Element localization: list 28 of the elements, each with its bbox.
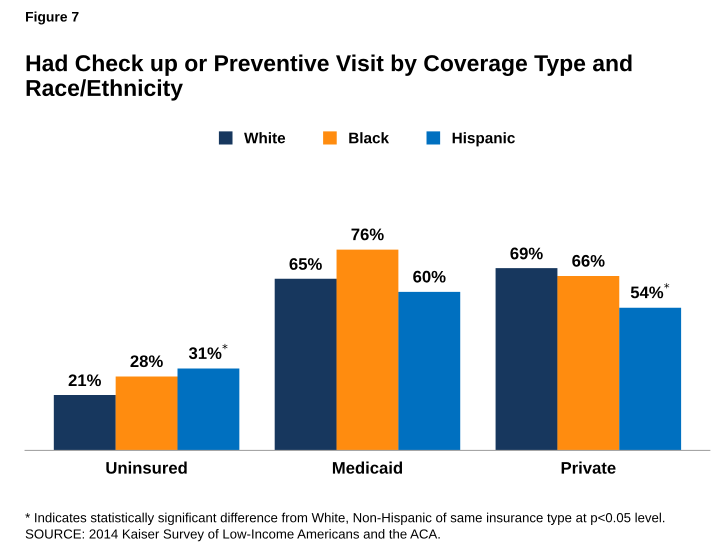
x-tick-label: Uninsured [106, 462, 187, 474]
data-label: 28% [130, 355, 163, 368]
bar [619, 308, 682, 450]
legend-label: Hispanic [452, 132, 515, 146]
data-label: 54%$^{*}$ [630, 283, 670, 298]
text: * Indicates statistically significant difference from White, Non-Hispanic of same insurance type at p<0.05 level. [25, 512, 664, 525]
data-label: 69% [510, 248, 543, 260]
bar [178, 368, 240, 450]
caption: Figure 7 [26, 11, 79, 24]
data-label: 31%$^{*}$ [188, 344, 228, 360]
bar [398, 292, 460, 450]
data-label: 21% [68, 374, 101, 386]
source-note: SOURCE: 2014 Kaiser Survey of Low-Income Americans and the ACA. [26, 528, 440, 542]
data-label: 65% [290, 258, 322, 270]
data-label: 66% [572, 254, 605, 267]
data-label: 76% [352, 228, 384, 240]
data-label: 60% [413, 270, 446, 283]
bar [274, 278, 337, 450]
x-tick-label: Private [562, 462, 616, 474]
bar [336, 250, 398, 450]
bar [54, 394, 116, 450]
bar [496, 268, 558, 450]
chart-title: Had Check up or Preventive Visit by Coverage Type and Race/Ethnicity [26, 54, 632, 101]
bar [557, 276, 620, 450]
legend-label: White [244, 132, 286, 144]
x-tick-label: Medicaid [332, 462, 402, 474]
bar [116, 376, 178, 450]
legend-label: Black [349, 132, 390, 144]
